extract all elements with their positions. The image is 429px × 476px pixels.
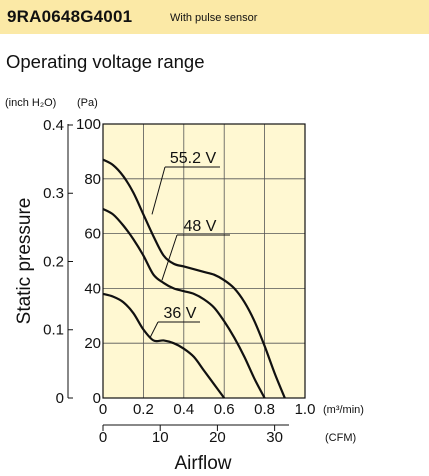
model-number: 9RA0648G4001	[7, 7, 133, 26]
label-leader	[149, 321, 159, 338]
x-unit-label: (m³/min)	[323, 404, 364, 416]
y2-tick-label: 0.2	[43, 253, 64, 270]
y-tick-label: 80	[84, 171, 101, 188]
y2-tick-label: 0.3	[43, 185, 64, 202]
y-tick-label: 20	[84, 335, 101, 352]
series-label: 55.2 V	[170, 150, 217, 167]
series-line	[102, 158, 286, 399]
y2-unit-label: (inch H₂O)	[5, 97, 56, 109]
y-tick-label: 0	[93, 390, 101, 407]
label-leader	[161, 234, 178, 281]
label-leader	[151, 166, 166, 215]
x-tick-label: 0.6	[214, 401, 235, 418]
x-axis-title: Airflow	[174, 453, 231, 474]
x-tick-label: 1.0	[295, 401, 316, 418]
x-tick-label: 0.2	[133, 401, 154, 418]
series-line	[102, 207, 266, 399]
x2-unit-label: (CFM)	[325, 432, 356, 444]
x2-tick-label: 20	[209, 429, 226, 446]
y2-tick-label: 0.1	[43, 322, 64, 339]
plot-area	[103, 124, 305, 398]
model-note: With pulse sensor	[170, 12, 258, 24]
y-unit-label: (Pa)	[77, 97, 98, 109]
y-tick-label: 60	[84, 226, 101, 243]
x-tick-label: 0.8	[254, 401, 275, 418]
y-axis-title: Static pressure	[14, 198, 35, 325]
y2-tick-label: 0	[56, 390, 64, 407]
y-tick-label: 100	[76, 116, 101, 133]
plot-frame	[102, 123, 306, 399]
series-label: 48 V	[184, 218, 217, 235]
y2-tick-label: 0.4	[43, 117, 64, 134]
x-tick-label: 0	[99, 401, 107, 418]
series-label: 36 V	[164, 305, 197, 322]
series-line	[102, 292, 226, 399]
x2-tick-label: 0	[99, 429, 107, 446]
header-bar	[0, 0, 429, 34]
section-title: Operating voltage range	[6, 51, 205, 72]
x2-tick-label: 10	[152, 429, 169, 446]
x2-tick-label: 30	[266, 429, 283, 446]
y-tick-label: 40	[84, 280, 101, 297]
x-tick-label: 0.4	[173, 401, 194, 418]
